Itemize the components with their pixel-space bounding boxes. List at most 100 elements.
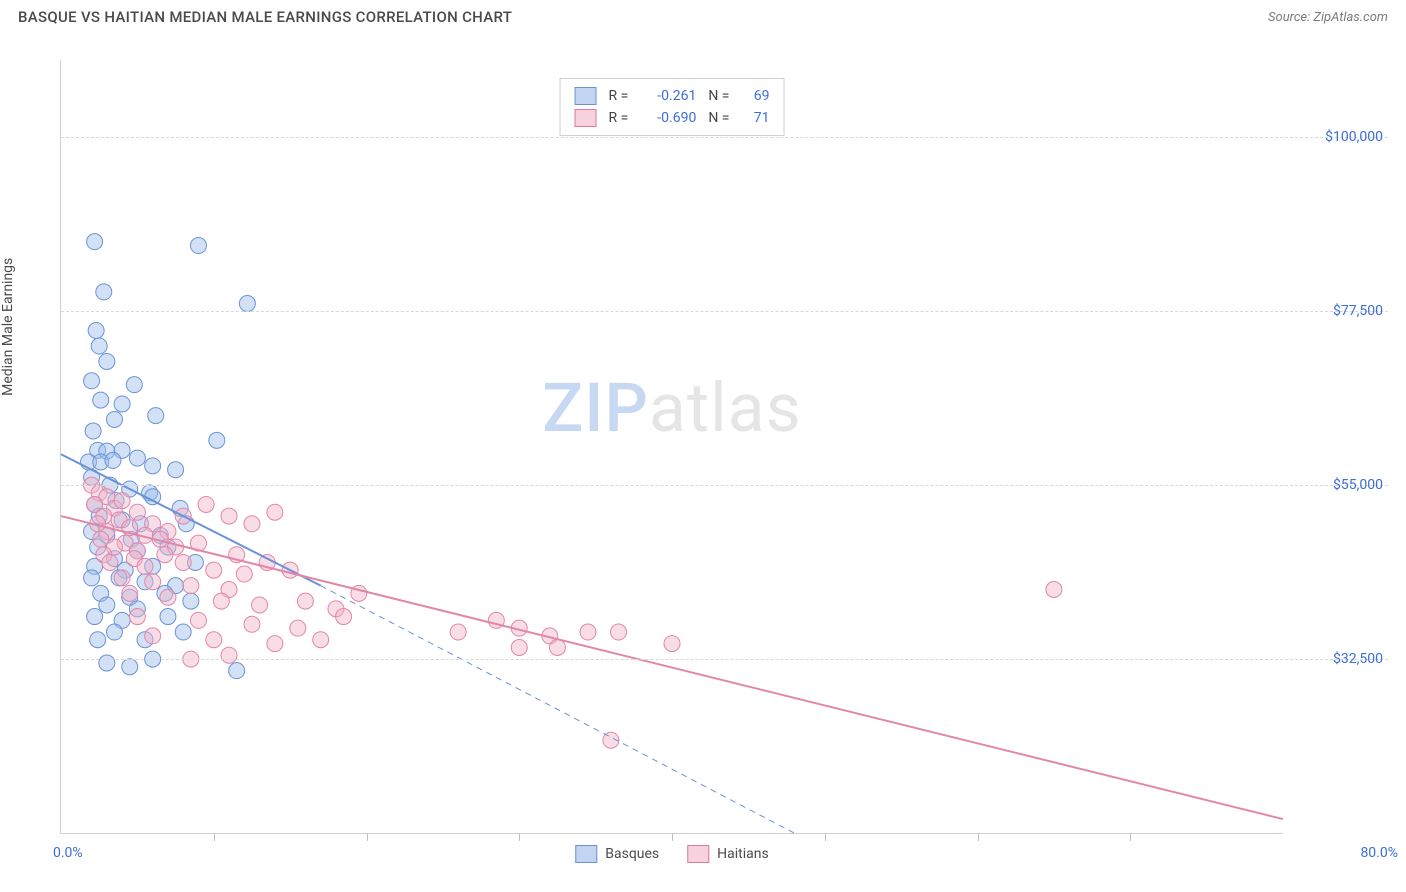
legend-item-basques: Basques: [575, 845, 659, 863]
data-point: [85, 423, 101, 439]
data-point: [213, 593, 229, 609]
data-point: [87, 609, 103, 625]
data-point: [175, 554, 191, 570]
data-point: [145, 628, 161, 644]
stat-r-basques: -0.261: [640, 88, 696, 104]
data-point: [102, 554, 118, 570]
data-point: [91, 338, 107, 354]
data-point: [664, 636, 680, 652]
data-point: [137, 558, 153, 574]
data-point: [114, 493, 130, 509]
x-axis-max-label: 80.0%: [1360, 845, 1398, 861]
data-point: [145, 574, 161, 590]
data-point: [99, 655, 115, 671]
x-tick: [1130, 833, 1131, 841]
data-point: [87, 234, 103, 250]
stat-label-r: R =: [609, 110, 629, 126]
data-point: [209, 432, 225, 448]
data-point: [290, 620, 306, 636]
data-point: [221, 647, 237, 663]
data-point: [90, 632, 106, 648]
trend-line-dashed: [321, 586, 795, 833]
stat-row-haitians: R = -0.690 N = 71: [575, 107, 770, 129]
source-label: Source: ZipAtlas.com: [1268, 10, 1388, 25]
x-tick: [214, 833, 215, 841]
x-tick: [825, 833, 826, 841]
x-tick: [672, 833, 673, 841]
data-point: [236, 566, 252, 582]
data-point: [313, 632, 329, 648]
y-tick-label: $55,000: [1333, 477, 1383, 493]
data-point: [93, 392, 109, 408]
plot-svg: [61, 60, 1283, 833]
data-point: [148, 408, 164, 424]
swatch-blue-icon: [575, 87, 597, 105]
data-point: [511, 639, 527, 655]
data-point: [190, 612, 206, 628]
plot-area: ZIPatlas R = -0.261 N = 69 R = -0.690 N …: [60, 60, 1283, 834]
data-point: [267, 636, 283, 652]
swatch-blue-icon: [575, 845, 597, 863]
stat-r-haitians: -0.690: [640, 110, 696, 126]
data-point: [549, 639, 565, 655]
data-point: [190, 238, 206, 254]
data-point: [129, 504, 145, 520]
data-point: [96, 284, 112, 300]
data-point: [157, 547, 173, 563]
data-point: [580, 624, 596, 640]
data-point: [84, 570, 100, 586]
data-point: [129, 609, 145, 625]
data-point: [206, 632, 222, 648]
data-point: [239, 295, 255, 311]
data-point: [106, 624, 122, 640]
data-point: [145, 458, 161, 474]
data-point: [122, 585, 138, 601]
legend-label: Haitians: [717, 846, 769, 862]
stat-label-n: N =: [708, 110, 729, 126]
data-point: [229, 663, 245, 679]
data-point: [450, 624, 466, 640]
y-axis-label: Median Male Earnings: [0, 258, 16, 396]
data-point: [122, 659, 138, 675]
swatch-pink-icon: [575, 109, 597, 127]
data-point: [611, 624, 627, 640]
correlation-stats-box: R = -0.261 N = 69 R = -0.690 N = 71: [560, 78, 785, 136]
data-point: [252, 597, 268, 613]
legend: Basques Haitians: [575, 845, 768, 863]
data-point: [88, 323, 104, 339]
y-tick-label: $77,500: [1333, 303, 1383, 319]
chart-container: Median Male Earnings ZIPatlas R = -0.261…: [18, 40, 1388, 874]
data-point: [183, 578, 199, 594]
data-point: [221, 508, 237, 524]
data-point: [244, 616, 260, 632]
chart-title: BASQUE VS HAITIAN MEDIAN MALE EARNINGS C…: [18, 8, 512, 26]
x-tick: [519, 833, 520, 841]
x-tick: [367, 833, 368, 841]
data-point: [244, 516, 260, 532]
data-point: [99, 597, 115, 613]
data-point: [114, 570, 130, 586]
x-tick: [978, 833, 979, 841]
gridline-h: [61, 659, 1388, 660]
y-tick-label: $100,000: [1325, 129, 1383, 145]
swatch-pink-icon: [687, 845, 709, 863]
data-point: [160, 609, 176, 625]
x-axis-min-label: 0.0%: [53, 845, 83, 861]
stat-label-n: N =: [708, 88, 729, 104]
data-point: [336, 609, 352, 625]
data-point: [105, 452, 121, 468]
data-point: [84, 373, 100, 389]
data-point: [175, 624, 191, 640]
stat-label-r: R =: [609, 88, 629, 104]
legend-item-haitians: Haitians: [687, 845, 769, 863]
data-point: [160, 589, 176, 605]
data-point: [126, 377, 142, 393]
data-point: [183, 593, 199, 609]
stat-n-basques: 69: [741, 88, 769, 104]
legend-label: Basques: [605, 846, 659, 862]
data-point: [198, 496, 214, 512]
gridline-h: [61, 311, 1388, 312]
data-point: [168, 462, 184, 478]
data-point: [114, 396, 130, 412]
data-point: [106, 411, 122, 427]
